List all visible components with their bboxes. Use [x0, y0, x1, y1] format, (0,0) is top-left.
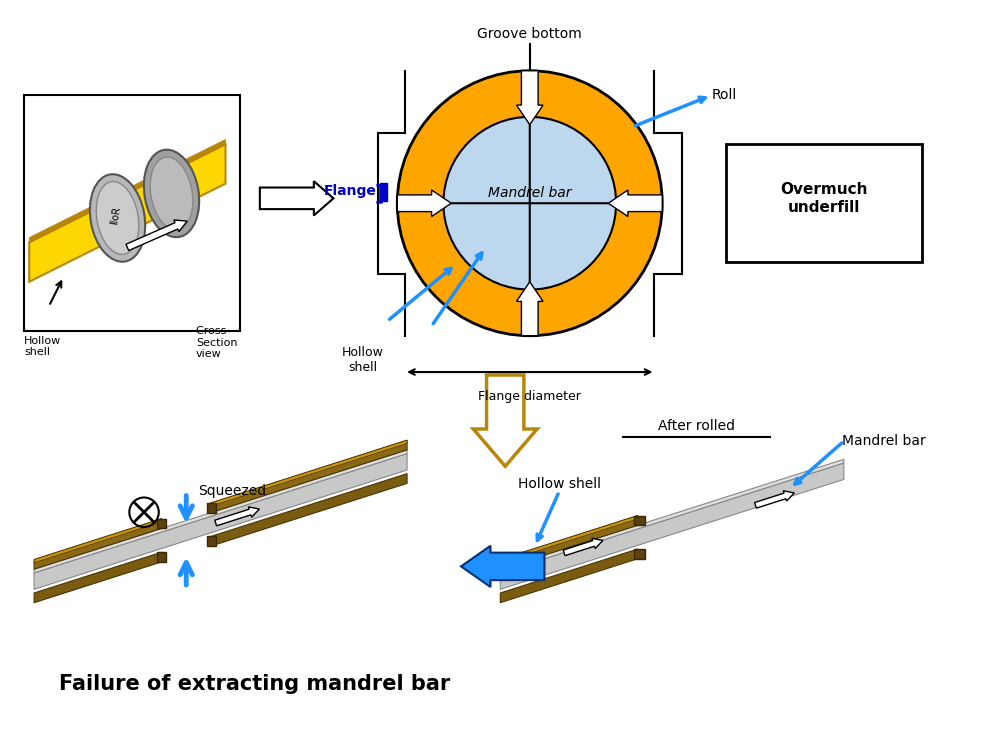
Polygon shape: [211, 440, 407, 513]
Ellipse shape: [144, 150, 199, 237]
FancyArrow shape: [517, 70, 543, 124]
Text: Failure of extracting mandrel bar: Failure of extracting mandrel bar: [59, 674, 451, 694]
Text: Squeezed: Squeezed: [198, 484, 266, 497]
Polygon shape: [157, 519, 166, 529]
Text: Groove bottom: Groove bottom: [477, 28, 582, 41]
Text: ]: ]: [375, 184, 384, 203]
Ellipse shape: [150, 157, 193, 230]
Polygon shape: [34, 454, 407, 590]
Polygon shape: [500, 515, 638, 562]
Polygon shape: [207, 536, 216, 546]
Ellipse shape: [96, 182, 139, 254]
Polygon shape: [157, 552, 166, 562]
Text: Hollow
shell: Hollow shell: [342, 346, 384, 374]
Polygon shape: [634, 515, 645, 525]
FancyArrow shape: [473, 375, 537, 466]
Polygon shape: [211, 474, 407, 546]
Text: Mandrel bar: Mandrel bar: [842, 434, 926, 448]
Text: Mandrel bar: Mandrel bar: [488, 187, 572, 200]
Circle shape: [443, 117, 616, 290]
FancyArrow shape: [461, 546, 544, 587]
Polygon shape: [500, 515, 638, 569]
Text: Cross –
Section
view: Cross – Section view: [196, 326, 238, 359]
Bar: [24, 95, 240, 331]
Text: Hollow
shell: Hollow shell: [24, 336, 62, 357]
Circle shape: [397, 70, 662, 336]
Text: lloR: lloR: [109, 206, 122, 225]
FancyArrow shape: [397, 190, 451, 217]
Polygon shape: [34, 519, 162, 562]
Polygon shape: [34, 519, 162, 569]
Polygon shape: [500, 459, 844, 573]
Text: Roll: Roll: [711, 88, 737, 102]
FancyArrow shape: [126, 220, 187, 251]
Bar: [726, 144, 922, 262]
Polygon shape: [500, 549, 638, 603]
FancyArrow shape: [755, 490, 794, 508]
FancyArrow shape: [260, 182, 333, 215]
Text: Hollow shell: Hollow shell: [518, 478, 601, 491]
FancyArrow shape: [608, 190, 662, 217]
Polygon shape: [211, 440, 407, 506]
Polygon shape: [34, 450, 407, 573]
Bar: [380, 183, 387, 201]
Polygon shape: [34, 552, 162, 603]
Ellipse shape: [90, 174, 145, 262]
Polygon shape: [29, 140, 225, 242]
Polygon shape: [207, 503, 216, 513]
FancyArrow shape: [517, 282, 543, 336]
Text: Flange diameter: Flange diameter: [478, 390, 581, 403]
Polygon shape: [634, 549, 645, 559]
Polygon shape: [500, 463, 844, 590]
FancyArrow shape: [563, 538, 603, 556]
Text: After rolled: After rolled: [658, 419, 735, 433]
Polygon shape: [29, 144, 225, 282]
Text: Overmuch
underfill: Overmuch underfill: [780, 182, 868, 214]
Text: Flange: Flange: [324, 184, 377, 199]
FancyArrow shape: [215, 507, 259, 526]
